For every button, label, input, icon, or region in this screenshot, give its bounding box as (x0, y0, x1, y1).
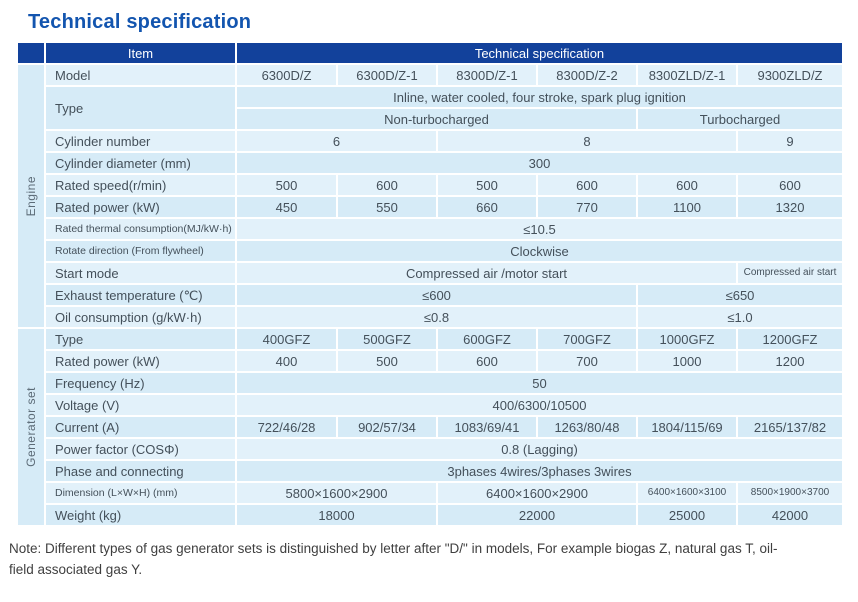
table-cell: 6300D/Z (237, 65, 336, 85)
table-cell: 6 (237, 131, 436, 151)
section-label-engine: Engine (18, 65, 44, 327)
table-cell: 500 (338, 351, 436, 371)
table-cell: 600 (538, 175, 636, 195)
row-label: Type (46, 329, 235, 349)
row-label: Rated speed(r/min) (46, 175, 235, 195)
table-cell: 0.8 (Lagging) (237, 439, 842, 459)
table-cell: 22000 (438, 505, 636, 525)
table-cell: 660 (438, 197, 536, 217)
note-line-1: Note: Different types of gas generator s… (9, 541, 778, 556)
row-label: Weight (kg) (46, 505, 235, 525)
table-cell: 8300D/Z-1 (438, 65, 536, 85)
table-cell: ≤600 (237, 285, 636, 305)
note-text: Note: Different types of gas generator s… (9, 538, 848, 580)
table-cell: 18000 (237, 505, 436, 525)
table-cell: 3phases 4wires/3phases 3wires (237, 461, 842, 481)
row-label: Type (46, 87, 235, 129)
row-label: Model (46, 65, 235, 85)
row-label: Exhaust temperature (℃) (46, 285, 235, 305)
table-cell: 300 (237, 153, 842, 173)
table-cell: 6400×1600×2900 (438, 483, 636, 503)
table-cell: 1000 (638, 351, 736, 371)
row-label: Rotate direction (From flywheel) (46, 241, 235, 261)
table-cell: 600 (638, 175, 736, 195)
row-label: Start mode (46, 263, 235, 283)
table-cell: 6400×1600×3100 (638, 483, 736, 503)
table-header-spec: Technical specification (237, 43, 842, 63)
table-cell: 600 (338, 175, 436, 195)
row-label: Rated power (kW) (46, 351, 235, 371)
table-cell: 1200 (738, 351, 842, 371)
table-cell: 902/57/34 (338, 417, 436, 437)
table-cell: Turbocharged (638, 109, 842, 129)
table-cell: 6300D/Z-1 (338, 65, 436, 85)
table-cell: Clockwise (237, 241, 842, 261)
table-cell: 2165/137/82 (738, 417, 842, 437)
table-cell: 1100 (638, 197, 736, 217)
table-cell: 550 (338, 197, 436, 217)
row-label: Cylinder number (46, 131, 235, 151)
table-cell: 42000 (738, 505, 842, 525)
table-cell: 400GFZ (237, 329, 336, 349)
table-cell: 400/6300/10500 (237, 395, 842, 415)
table-cell: 500 (237, 175, 336, 195)
table-cell: 50 (237, 373, 842, 393)
row-label: Oil consumption (g/kW·h) (46, 307, 235, 327)
table-cell: 1200GFZ (738, 329, 842, 349)
table-cell: 5800×1600×2900 (237, 483, 436, 503)
row-label: Voltage (V) (46, 395, 235, 415)
table-cell: 1000GFZ (638, 329, 736, 349)
table-cell: 1804/115/69 (638, 417, 736, 437)
table-cell: Non-turbocharged (237, 109, 636, 129)
table-cell: Compressed air /motor start (237, 263, 736, 283)
table-cell: 700 (538, 351, 636, 371)
table-cell: ≤10.5 (237, 219, 842, 239)
table-cell: 600GFZ (438, 329, 536, 349)
table-cell: 1263/80/48 (538, 417, 636, 437)
table-cell: 8300ZLD/Z-1 (638, 65, 736, 85)
table-cell: 600 (438, 351, 536, 371)
table-cell: 1320 (738, 197, 842, 217)
row-label: Power factor (COSΦ) (46, 439, 235, 459)
table-cell: 400 (237, 351, 336, 371)
table-cell: 25000 (638, 505, 736, 525)
table-cell: 500GFZ (338, 329, 436, 349)
table-cell: 500 (438, 175, 536, 195)
note-line-2: field associated gas Y. (9, 562, 143, 577)
table-cell: ≤650 (638, 285, 842, 305)
page-title: Technical specification (28, 11, 252, 33)
row-label: Cylinder diameter (mm) (46, 153, 235, 173)
table-cell: Inline, water cooled, four stroke, spark… (237, 87, 842, 107)
row-label: Phase and connecting (46, 461, 235, 481)
table-cell: 1083/69/41 (438, 417, 536, 437)
table-cell: 700GFZ (538, 329, 636, 349)
table-cell: 9300ZLD/Z (738, 65, 842, 85)
table-cell: 8500×1900×3700 (738, 483, 842, 503)
table-cell: 722/46/28 (237, 417, 336, 437)
spec-table: Item Technical specification Engine Model… (18, 43, 844, 525)
row-label: Current (A) (46, 417, 235, 437)
header-corner-cell (18, 43, 44, 63)
table-cell: 770 (538, 197, 636, 217)
table-cell: 600 (738, 175, 842, 195)
row-label: Rated power (kW) (46, 197, 235, 217)
row-label: Dimension (L×W×H) (mm) (46, 483, 235, 503)
row-label: Frequency (Hz) (46, 373, 235, 393)
row-label: Rated thermal consumption(MJ/kW·h) (46, 219, 235, 239)
table-cell: ≤0.8 (237, 307, 636, 327)
table-cell: 9 (738, 131, 842, 151)
table-cell: Compressed air start (738, 263, 842, 283)
table-cell: 8300D/Z-2 (538, 65, 636, 85)
section-label-generator-set: Generator set (18, 329, 44, 525)
table-cell: 450 (237, 197, 336, 217)
table-cell: ≤1.0 (638, 307, 842, 327)
table-header-item: Item (46, 43, 235, 63)
table-cell: 8 (438, 131, 736, 151)
